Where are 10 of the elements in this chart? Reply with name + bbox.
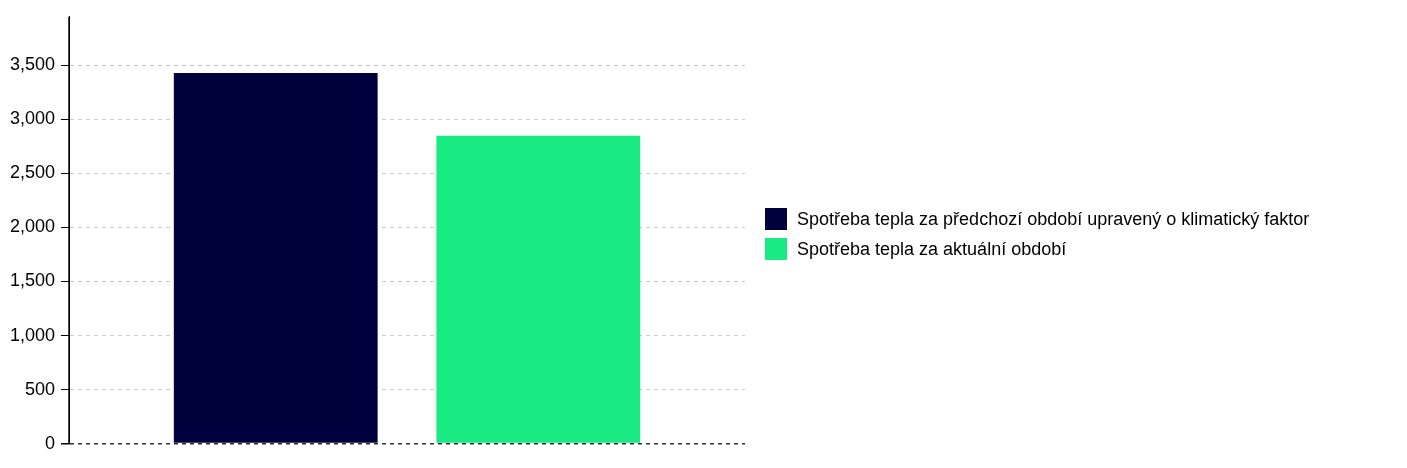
y-tick-label: 1,500 [10, 270, 56, 291]
y-tick-label: 3,500 [10, 54, 56, 75]
legend-label: Spotřeba tepla za aktuální období [797, 238, 1067, 260]
y-tick-label: 2,500 [10, 162, 56, 183]
y-tick-label: 1,000 [10, 324, 56, 345]
y-tick-label: 0 [45, 432, 56, 453]
legend-label: Spotřeba tepla za předchozí období upravený o klimatický faktor [797, 208, 1310, 230]
y-tick-label: 500 [25, 378, 56, 399]
y-tick-label: 3,000 [10, 108, 56, 129]
y-tick-label: 2,000 [10, 216, 56, 237]
